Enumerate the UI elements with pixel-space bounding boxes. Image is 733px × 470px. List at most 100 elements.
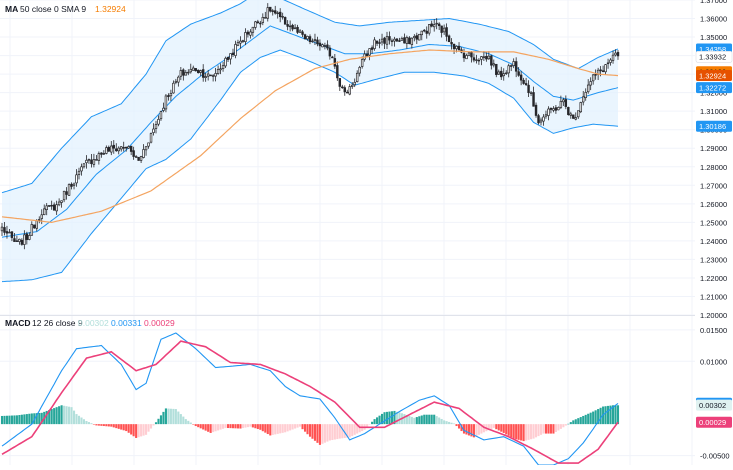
macd-hist-bar — [269, 424, 272, 436]
candle-up — [85, 159, 88, 164]
macd-hist-bar — [510, 424, 513, 438]
macd-hist-bar — [482, 424, 485, 433]
macd-hist-bar — [236, 424, 240, 429]
macd-hist-bar — [413, 417, 416, 425]
macd-hist-bar — [25, 414, 28, 425]
macd-hist-bar — [63, 405, 66, 425]
macd-hist-bar — [174, 409, 177, 425]
candle-up — [288, 25, 292, 28]
macd-hist-bar — [423, 414, 426, 425]
candle-down — [616, 52, 620, 57]
candle-down — [231, 52, 235, 55]
candle-up — [542, 116, 545, 122]
macd-hist-bar — [219, 424, 222, 430]
candle-up — [199, 70, 202, 73]
macd-hist-bar — [97, 424, 100, 426]
candle-up — [360, 59, 364, 67]
candle-up — [30, 224, 34, 236]
macd-hist-bar — [145, 424, 148, 435]
macd-hist-bar — [530, 424, 533, 440]
candle-up — [144, 146, 148, 151]
candle-down — [440, 25, 443, 33]
macd-hist-bar — [398, 412, 401, 425]
macd-hist-bar — [117, 424, 120, 429]
candle-up — [609, 59, 612, 63]
candle-up — [577, 110, 580, 118]
candle-down — [274, 10, 277, 14]
candle-down — [514, 61, 518, 72]
macd-hist-bar — [338, 424, 341, 439]
price-badge-5-bg — [696, 120, 732, 132]
candle-up — [497, 71, 500, 75]
candle-up — [110, 145, 113, 153]
candle-up — [164, 95, 168, 110]
macd-badge-2-bg — [696, 416, 732, 428]
macd-hist-bar — [179, 414, 182, 425]
macd-hist-bar — [296, 424, 299, 428]
candle-down — [112, 144, 115, 149]
candle-down — [124, 146, 128, 149]
candle-down — [457, 45, 461, 51]
candle-down — [65, 191, 68, 195]
candle-up — [169, 92, 173, 97]
price-tick-label: 1.25000 — [700, 218, 727, 227]
candle-down — [383, 37, 386, 44]
macd-hist-bar — [154, 422, 158, 425]
candle-down — [398, 40, 401, 42]
macd-hist-bar — [356, 424, 359, 434]
macd-hist-bar — [20, 414, 23, 425]
candle-down — [599, 69, 602, 72]
candle-down — [343, 87, 346, 93]
price-badge-4-bg — [696, 82, 732, 94]
candle-up — [92, 159, 96, 165]
candle-down — [425, 30, 428, 34]
macd-hist-bar — [189, 422, 192, 425]
macd-hist-bar — [58, 406, 61, 425]
macd-hist-bar — [72, 410, 76, 425]
candle-down — [450, 42, 453, 45]
macd-hist-bar — [192, 424, 195, 425]
macd-hist-bar — [95, 424, 98, 426]
macd-hist-bar — [480, 424, 483, 434]
macd-hist-bar — [177, 411, 180, 425]
macd-hist-bar — [164, 408, 167, 425]
candle-up — [35, 220, 38, 229]
macd-hist-bar — [256, 424, 259, 430]
macd-hist-bar — [368, 424, 371, 425]
candle-down — [303, 34, 307, 40]
macd-hist-bar — [492, 424, 495, 428]
candle-up — [311, 40, 314, 43]
candle-up — [147, 142, 150, 147]
macd-hist-bar — [592, 411, 595, 425]
macd-hist-bar — [430, 414, 433, 425]
candle-down — [430, 23, 433, 27]
legend-main[interactable]: MA 50 close 0 SMA 9 1.32924 — [5, 4, 126, 14]
macd-hist-bar — [147, 424, 150, 432]
candle-down — [256, 21, 260, 24]
candle-down — [286, 24, 289, 27]
candle-up — [8, 231, 11, 234]
legend-macd[interactable]: MACD 12 26 close 9 0.00302 0.00331 0.000… — [5, 318, 175, 328]
macd-hist-bar — [376, 417, 379, 425]
macd-tick-label: 0.01000 — [700, 357, 727, 366]
candle-up — [482, 56, 486, 58]
macd-hist-bar — [77, 415, 81, 425]
macd-hist-bar — [244, 424, 247, 428]
candle-up — [579, 102, 582, 113]
candle-down — [201, 69, 205, 78]
macd-hist-bar — [137, 424, 140, 438]
macd-line — [1, 332, 619, 466]
macd-hist-bar — [470, 424, 473, 437]
macd-hist-bar — [87, 422, 90, 425]
macd-hist-bar — [184, 419, 187, 425]
candle-down — [534, 104, 538, 116]
candle-up — [559, 100, 563, 108]
candle-down — [445, 27, 448, 37]
macd-hist-bar — [453, 423, 456, 425]
macd-hist-bar — [224, 424, 227, 428]
candle-up — [432, 24, 436, 28]
candle-up — [385, 36, 389, 45]
candle-down — [137, 156, 140, 161]
macd-hist-bar — [557, 424, 560, 431]
